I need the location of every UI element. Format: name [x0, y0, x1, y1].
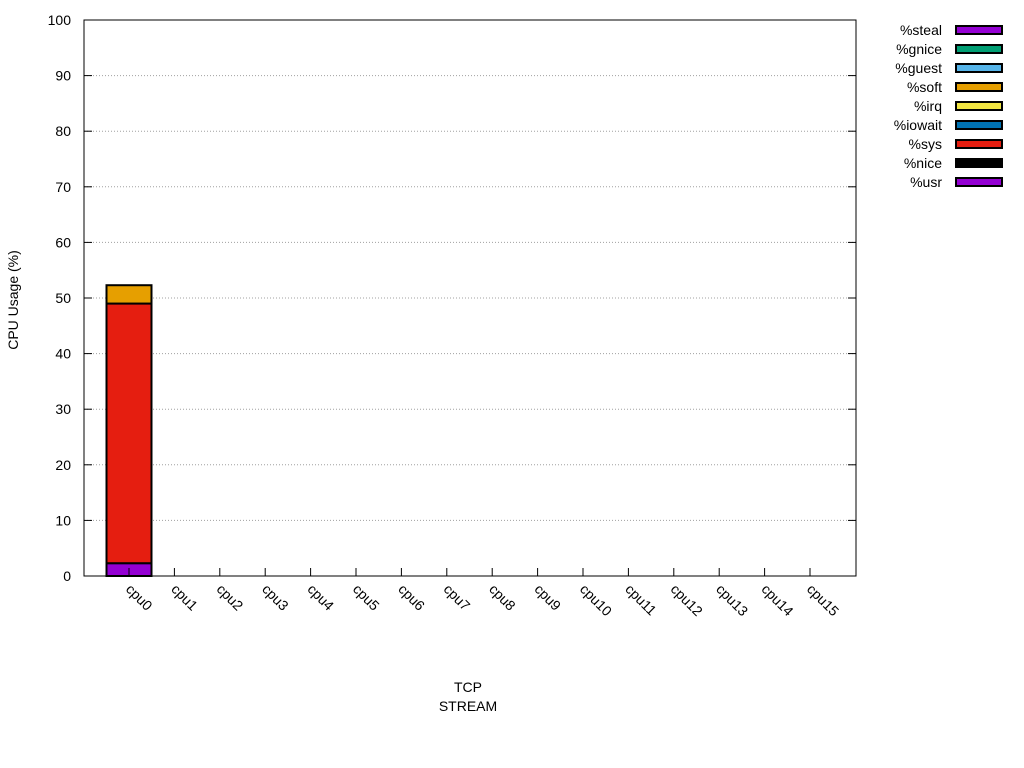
x-tick-label: cpu5 [350, 581, 383, 614]
x-tick-label: cpu8 [486, 581, 519, 614]
legend-label: %usr [910, 174, 942, 190]
bars [105, 284, 153, 577]
y-tick-label: 90 [55, 68, 71, 84]
y-tick-label: 100 [48, 12, 72, 28]
y-axis-ticks: 0 10 20 30 40 50 60 70 80 90 100 [48, 12, 856, 584]
legend-swatch [955, 44, 1003, 54]
x-tick-label: cpu6 [395, 581, 428, 614]
y-tick-label: 10 [55, 512, 71, 528]
legend-swatch [955, 177, 1003, 187]
x-tick-label: cpu4 [304, 581, 337, 614]
y-tick-label: 20 [55, 457, 71, 473]
legend-label: %irq [914, 98, 942, 114]
y-tick-label: 0 [63, 568, 71, 584]
y-axis-title: CPU Usage (%) [5, 250, 21, 350]
legend-label: %steal [900, 22, 942, 38]
x-tick-label: cpu10 [577, 581, 615, 619]
legend-swatch [955, 25, 1003, 35]
legend-label: %guest [895, 60, 942, 76]
y-tick-label: 50 [55, 290, 71, 306]
x-tick-label: cpu1 [168, 581, 201, 614]
bar-segment [105, 284, 153, 305]
y-tick-label: 80 [55, 123, 71, 139]
x-tick-label: cpu11 [622, 581, 660, 619]
x-tick-label: cpu14 [758, 581, 796, 619]
y-tick-label: 40 [55, 346, 71, 362]
x-tick-label: cpu9 [531, 581, 564, 614]
y-tick-label: 30 [55, 401, 71, 417]
x-tick-label: cpu13 [713, 581, 751, 619]
legend-label: %gnice [896, 41, 942, 57]
legend-swatch [955, 101, 1003, 111]
x-axis-title-line1: TCP [454, 679, 482, 695]
plot-frame [83, 19, 857, 577]
y-tick-label: 70 [55, 179, 71, 195]
x-tick-label: cpu7 [441, 581, 474, 614]
legend-swatch [955, 63, 1003, 73]
legend-label: %nice [904, 155, 942, 171]
legend-label: %sys [909, 136, 942, 152]
y-tick-label: 60 [55, 234, 71, 250]
legend: %steal %gnice %guest %soft %irq %iowait %sys %n… [894, 22, 1003, 190]
x-tick-label: cpu0 [123, 581, 156, 614]
bar-segment [105, 302, 153, 565]
x-tick-label: cpu15 [804, 581, 842, 619]
legend-swatch [955, 158, 1003, 168]
legend-label: %iowait [894, 117, 942, 133]
legend-swatch [955, 139, 1003, 149]
x-tick-label: cpu2 [214, 581, 247, 614]
x-axis-title-line2: STREAM [439, 698, 497, 714]
x-tick-label: cpu12 [668, 581, 706, 619]
legend-swatch [955, 82, 1003, 92]
grid-lines [84, 75, 856, 521]
x-tick-label: cpu3 [259, 581, 292, 614]
legend-label: %soft [907, 79, 942, 95]
legend-swatch [955, 120, 1003, 130]
